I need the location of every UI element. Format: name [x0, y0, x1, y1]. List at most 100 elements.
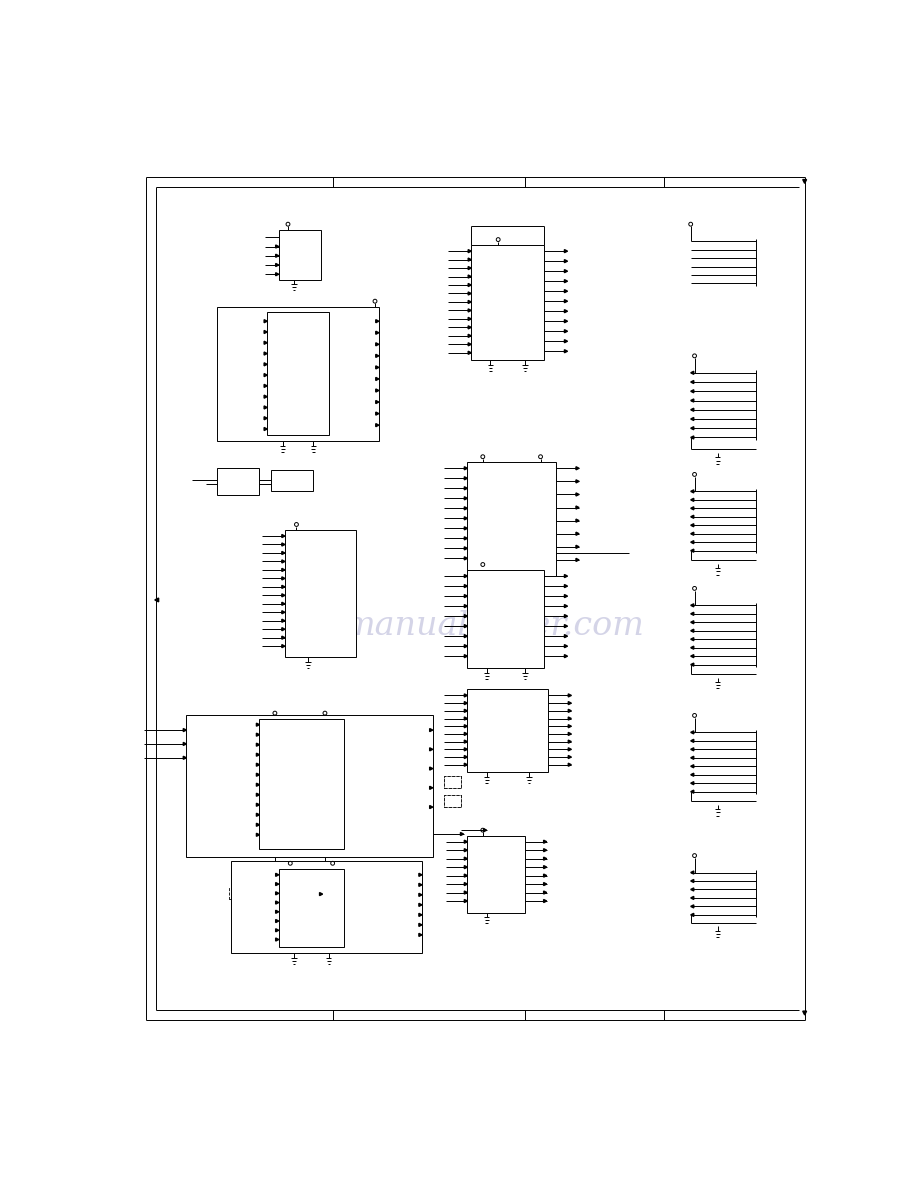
- Polygon shape: [465, 487, 467, 489]
- Polygon shape: [465, 891, 467, 895]
- Polygon shape: [690, 663, 694, 666]
- Polygon shape: [375, 400, 379, 404]
- Polygon shape: [690, 489, 694, 493]
- Polygon shape: [568, 694, 571, 697]
- Polygon shape: [465, 507, 467, 510]
- Polygon shape: [465, 874, 467, 877]
- Polygon shape: [465, 840, 467, 843]
- Polygon shape: [465, 655, 467, 658]
- Polygon shape: [690, 871, 694, 874]
- Bar: [231, 861, 422, 953]
- Polygon shape: [465, 883, 467, 885]
- Polygon shape: [568, 756, 571, 759]
- Polygon shape: [543, 848, 547, 852]
- Polygon shape: [565, 249, 567, 253]
- Polygon shape: [264, 417, 267, 419]
- Polygon shape: [543, 840, 547, 843]
- Polygon shape: [576, 519, 579, 523]
- Polygon shape: [275, 892, 279, 895]
- Polygon shape: [264, 385, 267, 387]
- Polygon shape: [690, 399, 694, 402]
- Polygon shape: [690, 879, 694, 883]
- Polygon shape: [565, 260, 567, 263]
- Polygon shape: [465, 546, 467, 550]
- Polygon shape: [576, 493, 579, 497]
- Polygon shape: [465, 497, 467, 500]
- Polygon shape: [256, 794, 260, 796]
- Polygon shape: [690, 612, 694, 615]
- Polygon shape: [282, 551, 285, 555]
- Polygon shape: [465, 725, 467, 728]
- Polygon shape: [690, 739, 694, 742]
- Bar: [444, 795, 461, 807]
- Polygon shape: [275, 873, 279, 877]
- Polygon shape: [264, 341, 267, 345]
- Polygon shape: [282, 594, 285, 596]
- Polygon shape: [282, 535, 285, 537]
- Polygon shape: [690, 731, 694, 734]
- Polygon shape: [468, 352, 471, 354]
- Bar: [444, 776, 461, 788]
- Polygon shape: [465, 702, 467, 704]
- Bar: [218, 307, 379, 441]
- Polygon shape: [468, 274, 471, 278]
- Polygon shape: [465, 526, 467, 530]
- Polygon shape: [465, 614, 467, 618]
- Polygon shape: [465, 645, 467, 647]
- Polygon shape: [264, 428, 267, 430]
- Polygon shape: [465, 718, 467, 720]
- Bar: [186, 715, 432, 857]
- Polygon shape: [430, 767, 432, 770]
- Polygon shape: [690, 524, 694, 526]
- Polygon shape: [375, 343, 379, 346]
- Polygon shape: [690, 516, 694, 518]
- Polygon shape: [264, 362, 267, 366]
- Polygon shape: [565, 320, 567, 323]
- Polygon shape: [275, 901, 279, 904]
- Polygon shape: [375, 354, 379, 358]
- Polygon shape: [690, 790, 694, 794]
- Polygon shape: [690, 630, 694, 632]
- Polygon shape: [690, 747, 694, 751]
- Polygon shape: [690, 541, 694, 544]
- Polygon shape: [543, 883, 547, 885]
- Polygon shape: [375, 388, 379, 392]
- Polygon shape: [155, 598, 159, 602]
- Polygon shape: [184, 742, 186, 746]
- Polygon shape: [275, 245, 279, 248]
- Polygon shape: [282, 611, 285, 614]
- Polygon shape: [543, 874, 547, 877]
- Polygon shape: [465, 709, 467, 713]
- Polygon shape: [468, 292, 471, 295]
- Polygon shape: [264, 330, 267, 334]
- Polygon shape: [275, 273, 279, 276]
- Polygon shape: [565, 655, 567, 658]
- Polygon shape: [465, 467, 467, 469]
- Polygon shape: [565, 310, 567, 312]
- Bar: [267, 312, 329, 435]
- Polygon shape: [419, 914, 422, 916]
- Polygon shape: [468, 317, 471, 321]
- Polygon shape: [484, 829, 487, 832]
- Polygon shape: [375, 366, 379, 369]
- Polygon shape: [256, 783, 260, 786]
- Bar: [467, 835, 525, 912]
- Polygon shape: [430, 805, 432, 809]
- Polygon shape: [565, 270, 567, 273]
- Polygon shape: [565, 575, 567, 577]
- Polygon shape: [275, 910, 279, 914]
- Polygon shape: [465, 594, 467, 598]
- Polygon shape: [465, 732, 467, 735]
- Polygon shape: [264, 352, 267, 355]
- Polygon shape: [465, 740, 467, 744]
- Polygon shape: [568, 718, 571, 720]
- Polygon shape: [690, 436, 694, 440]
- Polygon shape: [465, 899, 467, 903]
- Polygon shape: [275, 929, 279, 931]
- Polygon shape: [465, 575, 467, 577]
- Polygon shape: [565, 634, 567, 638]
- Polygon shape: [275, 264, 279, 266]
- Polygon shape: [576, 532, 579, 536]
- Polygon shape: [419, 923, 422, 927]
- Polygon shape: [543, 866, 547, 868]
